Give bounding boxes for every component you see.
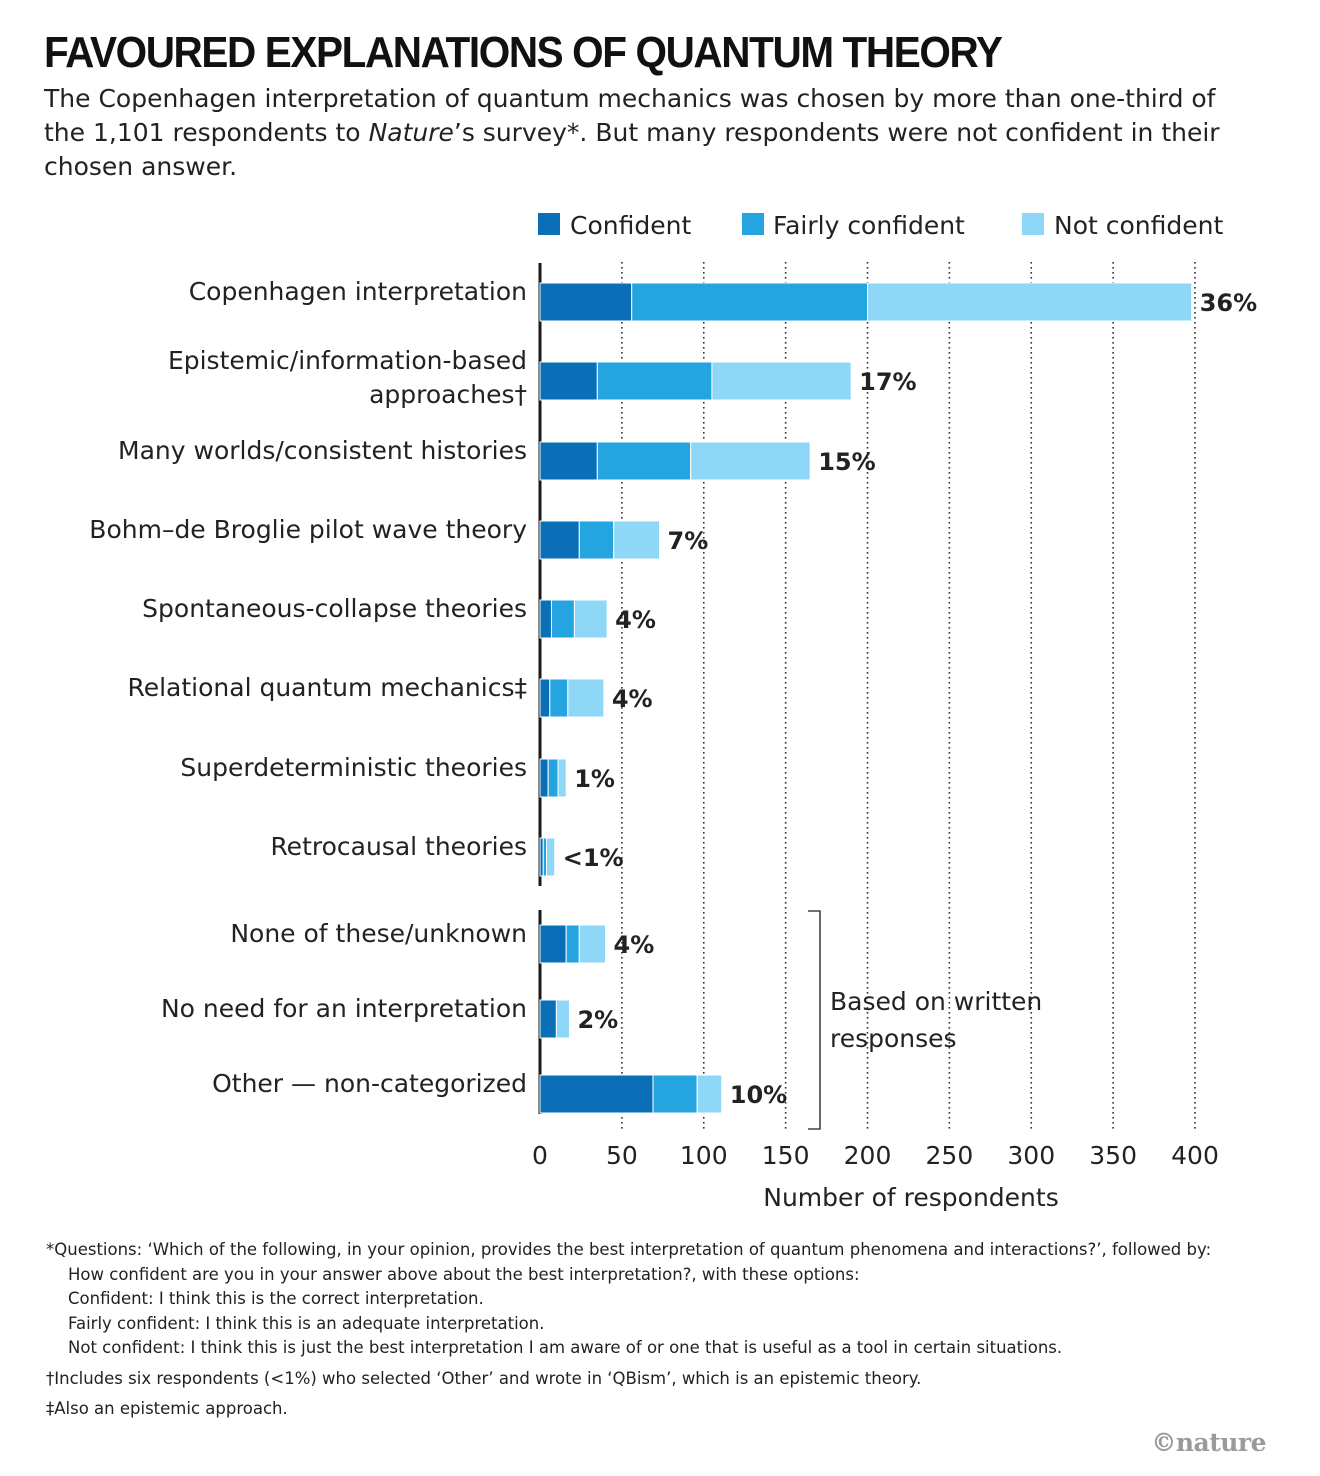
bar-superdeterministic-theories-not-confident	[557, 758, 567, 798]
axes: 0 50 100 150 200 250 300 350 400 Number of respon…	[532, 263, 1219, 1212]
bar-epistemic-information-based-approaches-not-confident	[711, 361, 852, 401]
bracket-label: Based on written responses	[830, 987, 1042, 1053]
bars: 36% 17% 15% 7% 4% 4% 1% <1% 4% 2% 10%	[539, 282, 1257, 1114]
x-tick-label-350: 350	[1089, 1141, 1137, 1170]
bar-bohm-de-broglie-pilot-wave-theory-confident	[539, 520, 580, 560]
subtitle-part-2: ’s survey*. But many respondents were no…	[44, 118, 1220, 181]
bracket-line	[808, 910, 821, 1130]
legend-swatch-fairly-confident	[742, 213, 764, 235]
x-tick-label-400: 400	[1171, 1141, 1219, 1170]
footnote-double-dagger: ‡Also an epistemic approach.	[46, 1399, 288, 1418]
x-axis-label: Number of respondents	[763, 1183, 1058, 1212]
category-label-many-worlds-consistent-histories: Many worlds/consistent histories	[118, 436, 527, 465]
bar-many-worlds-consistent-histories-not-confident	[690, 441, 811, 481]
category-label-epistemic-information-based-approaches: Epistemic/information-based approaches†	[168, 346, 527, 409]
legend-label-not-confident: Not confident	[1054, 211, 1223, 240]
bar-other-non-categorized-fairly-confident	[652, 1074, 698, 1114]
subtitle-part-1: The Copenhagen interpretation of quantum…	[44, 84, 1216, 147]
bar-relational-quantum-mechanics-fairly-confident	[549, 678, 569, 718]
written-responses-bracket: Based on written responses	[808, 910, 1042, 1130]
chart-subtitle: The Copenhagen interpretation of quantum…	[44, 82, 1264, 184]
legend-label-fairly-confident: Fairly confident	[773, 211, 965, 240]
legend-label-confident: Confident	[570, 211, 691, 240]
category-label-relational-quantum-mechanics: Relational quantum mechanics‡	[127, 673, 527, 702]
category-label-copenhagen-interpretation: Copenhagen interpretation	[189, 277, 527, 306]
bar-spontaneous-collapse-theories-confident	[539, 599, 552, 639]
bar-spontaneous-collapse-theories-not-confident	[573, 599, 608, 639]
x-tick-label-250: 250	[926, 1141, 974, 1170]
footnote-confident: Confident: I think this is the correct i…	[68, 1289, 484, 1308]
category-label-no-need-for-an-interpretation: No need for an interpretation	[161, 994, 527, 1023]
subtitle-italic: Nature	[368, 118, 454, 147]
category-label-retrocausal-theories: Retrocausal theories	[270, 832, 527, 861]
percent-label-copenhagen-interpretation: 36%	[1200, 289, 1257, 317]
footnote-questions: *Questions: ‘Which of the following, in …	[46, 1240, 1212, 1259]
x-tick-label-150: 150	[762, 1141, 810, 1170]
percent-label-superdeterministic-theories: 1%	[574, 765, 615, 793]
category-label-superdeterministic-theories: Superdeterministic theories	[180, 753, 527, 782]
bar-relational-quantum-mechanics-not-confident	[567, 678, 605, 718]
bar-relational-quantum-mechanics-confident	[539, 678, 551, 718]
bar-many-worlds-consistent-histories-fairly-confident	[596, 441, 692, 481]
bar-bohm-de-broglie-pilot-wave-theory-not-confident	[613, 520, 661, 560]
bar-epistemic-information-based-approaches-fairly-confident	[596, 361, 713, 401]
nature-credit: ©nature	[1151, 1428, 1266, 1457]
percent-label-no-need-for-an-interpretation: 2%	[577, 1006, 618, 1034]
category-label-none-of-these-unknown: None of these/unknown	[230, 919, 527, 948]
category-label-spontaneous-collapse-theories: Spontaneous-collapse theories	[142, 594, 527, 623]
bar-no-need-for-an-interpretation-not-confident	[555, 999, 570, 1039]
legend-swatch-confident	[538, 213, 560, 235]
category-label-bohm-de-broglie-pilot-wave-theory: Bohm–de Broglie pilot wave theory	[89, 515, 527, 544]
bar-none-of-these-unknown-not-confident	[578, 924, 606, 964]
percent-label-epistemic-information-based-approaches: 17%	[859, 368, 916, 396]
percent-label-many-worlds-consistent-histories: 15%	[818, 448, 875, 476]
x-tick-label-100: 100	[680, 1141, 728, 1170]
x-tick-label-50: 50	[606, 1141, 638, 1170]
bar-bohm-de-broglie-pilot-wave-theory-fairly-confident	[578, 520, 615, 560]
bar-copenhagen-interpretation-confident	[539, 282, 633, 322]
bar-many-worlds-consistent-histories-confident	[539, 441, 598, 481]
chart-title: FAVOURED EXPLANATIONS OF QUANTUM THEORY	[44, 28, 1003, 77]
footnote-not-confident: Not confident: I think this is just the …	[68, 1338, 1063, 1357]
legend: Confident Fairly confident Not confident	[538, 211, 1223, 240]
percent-label-bohm-de-broglie-pilot-wave-theory: 7%	[668, 527, 709, 555]
percent-label-retrocausal-theories: <1%	[563, 844, 624, 872]
bar-copenhagen-interpretation-not-confident	[867, 282, 1193, 322]
bar-epistemic-information-based-approaches-confident	[539, 361, 598, 401]
percent-label-other-non-categorized: 10%	[730, 1081, 787, 1109]
bar-retrocausal-theories-not-confident	[546, 837, 556, 877]
x-tick-label-200: 200	[844, 1141, 892, 1170]
bar-none-of-these-unknown-confident	[539, 924, 567, 964]
legend-swatch-not-confident	[1022, 213, 1044, 235]
footnote-confidence-question: How confident are you in your answer abo…	[68, 1264, 860, 1284]
bar-none-of-these-unknown-fairly-confident	[565, 924, 580, 964]
bar-no-need-for-an-interpretation-confident	[539, 999, 557, 1039]
category-labels: Copenhagen interpretation Epistemic/infor…	[89, 277, 527, 1098]
percent-label-relational-quantum-mechanics: 4%	[612, 685, 653, 713]
bar-superdeterministic-theories-confident	[539, 758, 549, 798]
bar-other-non-categorized-not-confident	[696, 1074, 723, 1114]
bar-other-non-categorized-confident	[539, 1074, 654, 1114]
bar-spontaneous-collapse-theories-fairly-confident	[550, 599, 575, 639]
bar-superdeterministic-theories-fairly-confident	[547, 758, 559, 798]
percent-label-none-of-these-unknown: 4%	[614, 931, 655, 959]
footnote-dagger: †Includes six respondents (<1%) who sele…	[46, 1368, 922, 1388]
percent-label-spontaneous-collapse-theories: 4%	[615, 606, 656, 634]
x-tick-label-300: 300	[1007, 1141, 1055, 1170]
bar-copenhagen-interpretation-fairly-confident	[631, 282, 869, 322]
category-label-other-non-categorized: Other — non-categorized	[212, 1069, 527, 1098]
footnotes: *Questions: ‘Which of the following, in …	[46, 1238, 1286, 1422]
footnote-fairly-confident: Fairly confident: I think this is an ade…	[68, 1313, 545, 1333]
x-tick-label-0: 0	[532, 1141, 548, 1170]
